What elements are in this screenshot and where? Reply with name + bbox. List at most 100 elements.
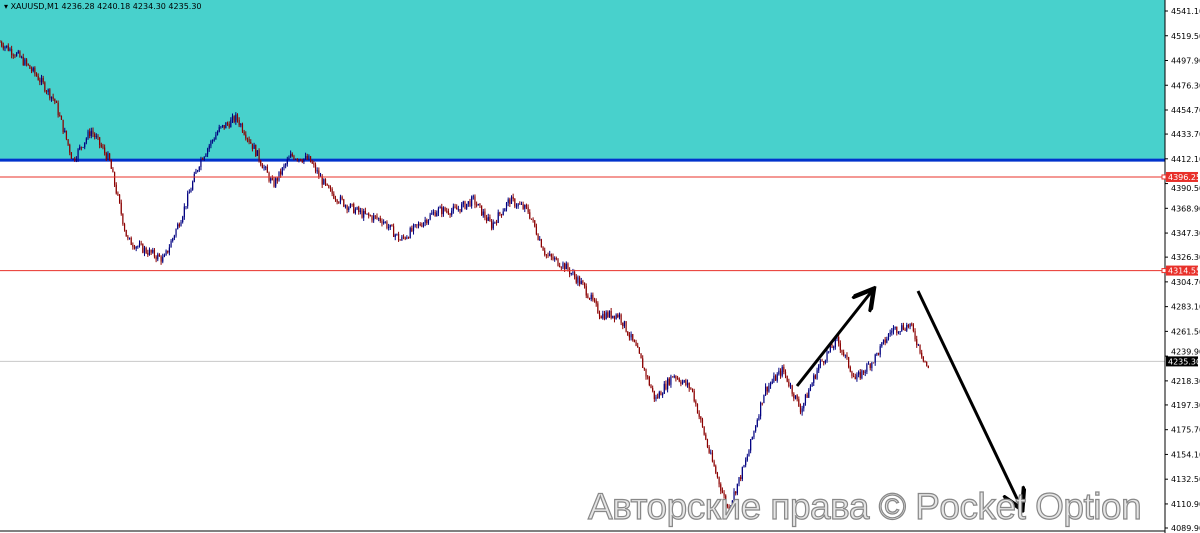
candle-body: [612, 315, 614, 318]
candle-body: [80, 146, 82, 148]
candle-body: [914, 331, 916, 340]
candle-body: [155, 256, 157, 260]
y-tick-label: 4368.90: [1171, 204, 1200, 213]
current-price-label: 4235.30: [1168, 357, 1200, 366]
candle-body: [122, 213, 124, 225]
supply-zone: [0, 0, 1165, 159]
candle-body: [4, 46, 6, 49]
candle-body: [854, 376, 856, 380]
candle-body: [509, 199, 511, 204]
candle-body: [502, 211, 504, 216]
candle-body: [94, 133, 96, 138]
candle-body: [105, 153, 107, 160]
candle-body: [30, 68, 33, 71]
candle-body: [703, 426, 705, 435]
candle-body: [764, 386, 767, 395]
candle-body: [110, 160, 112, 169]
candle-body: [617, 314, 619, 318]
candle-body: [283, 165, 285, 168]
candle-body: [769, 383, 772, 386]
candle-body: [341, 196, 343, 200]
candle-body: [814, 375, 817, 379]
candle-body: [250, 142, 252, 144]
candle-body: [431, 213, 433, 215]
candle-body: [388, 227, 390, 228]
candle-body: [778, 370, 780, 375]
candle-body: [593, 299, 596, 301]
candle-body: [157, 254, 159, 260]
candle-body: [374, 215, 376, 217]
candle-body: [59, 115, 61, 116]
candle-body: [426, 219, 428, 224]
candle-body: [891, 331, 893, 333]
candle-body: [637, 345, 639, 348]
candle-body: [172, 238, 174, 241]
level-handle: [1161, 174, 1167, 180]
candle-body: [432, 212, 435, 214]
candle-body: [886, 339, 888, 343]
candle-body: [844, 354, 846, 356]
candle-body: [836, 337, 838, 339]
candle-body: [363, 210, 365, 218]
candle-body: [489, 217, 491, 221]
candle-body: [60, 115, 63, 120]
candle-body: [750, 439, 752, 451]
y-tick-label: 4541.10: [1171, 7, 1200, 16]
candle-body: [653, 390, 655, 400]
candle-body: [275, 178, 277, 187]
candle-body: [783, 366, 785, 372]
candle-body: [922, 356, 924, 361]
candle-body: [32, 67, 34, 71]
y-tick-label: 4175.70: [1171, 426, 1200, 435]
candle-body: [87, 131, 89, 139]
candle-body: [246, 138, 249, 140]
candle-body: [343, 199, 345, 207]
candle-body: [25, 59, 28, 64]
candle-body: [691, 388, 694, 392]
candle-body: [481, 205, 483, 216]
candle-body: [693, 391, 695, 402]
candle-body: [195, 171, 197, 174]
candle-body: [459, 208, 461, 212]
candle-body: [640, 353, 642, 359]
candle-body: [524, 204, 526, 209]
candle-body: [620, 314, 622, 323]
candle-body: [490, 220, 493, 229]
candle-body: [286, 159, 288, 165]
candle-body: [630, 334, 632, 338]
candle-body: [123, 224, 126, 230]
candle-body: [482, 211, 484, 216]
candle-body: [90, 130, 92, 136]
candle-body: [125, 229, 127, 237]
candle-body: [44, 82, 46, 92]
candle-body: [175, 229, 177, 236]
candle-body: [706, 439, 709, 447]
candle-body: [348, 207, 350, 211]
candle-body: [602, 313, 604, 319]
candle-body: [788, 381, 790, 387]
level-price-label: 4396.25: [1168, 173, 1200, 182]
candle-body: [549, 254, 551, 256]
candle-body: [351, 203, 353, 205]
candle-body: [753, 430, 755, 437]
candle-body: [173, 235, 175, 239]
candle-body: [278, 171, 280, 181]
candle-body: [404, 237, 406, 239]
candle-body: [170, 240, 172, 248]
candle-body: [472, 196, 474, 198]
candle-body: [728, 506, 730, 511]
candle-body: [485, 217, 488, 221]
candle-body: [838, 337, 840, 344]
candle-body: [745, 460, 747, 466]
candle-body: [57, 102, 59, 116]
candle-body: [652, 388, 654, 391]
candle-body: [476, 204, 478, 206]
candle-body: [681, 381, 684, 384]
candle-body: [696, 403, 699, 414]
candle-body: [557, 258, 559, 266]
candle-body: [95, 136, 97, 138]
candle-body: [901, 325, 903, 332]
candle-body: [145, 247, 147, 253]
dropdown-triangle-icon[interactable]: ▾: [4, 2, 9, 11]
